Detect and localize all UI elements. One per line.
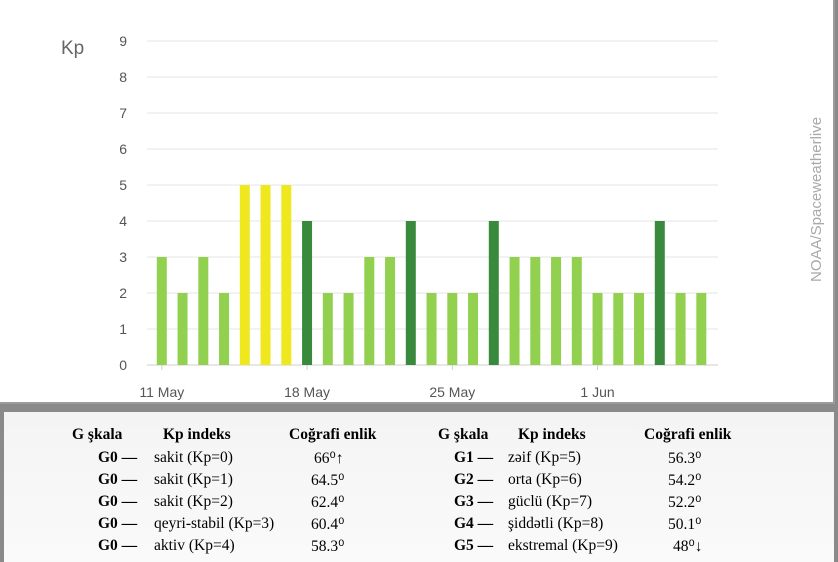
bar: [219, 293, 230, 365]
y-tick-label: 8: [119, 69, 127, 85]
table-row-g: G5 —: [454, 537, 494, 554]
bar: [156, 257, 167, 365]
table-row-kp: aktiv (Kp=4): [154, 537, 235, 554]
table-row-latitude: 50.1⁰: [668, 516, 702, 533]
bar: [696, 293, 707, 365]
bar: [468, 293, 479, 365]
y-axis-label: Kp: [61, 38, 84, 59]
x-tick-label: 11 May: [139, 384, 184, 400]
table-row-g: G1 —: [454, 449, 494, 466]
y-tick-label: 2: [119, 285, 127, 301]
table-row-kp: sakit (Kp=2): [154, 493, 233, 510]
bar: [571, 257, 582, 365]
table-row-latitude: 60.4⁰: [311, 516, 345, 533]
table-row-latitude: 56.3⁰: [668, 450, 702, 467]
x-tick-label: 25 May: [429, 384, 475, 400]
x-tick-label: 1 Jun: [580, 384, 614, 400]
table-row-kp: ekstremal (Kp=9): [508, 537, 618, 554]
table-row-g: G4 —: [454, 515, 494, 532]
table-row-g: G3 —: [454, 493, 494, 510]
header-g-scale-right: G şkala: [438, 426, 489, 443]
bar: [592, 293, 603, 365]
table-row-latitude: 64.5⁰: [311, 472, 345, 489]
bar: [198, 257, 209, 365]
table-row-kp: sakit (Kp=0): [154, 449, 233, 466]
header-g-scale-left: G şkala: [72, 426, 123, 443]
table-row-latitude: 52.2⁰: [668, 494, 702, 511]
bar: [488, 221, 499, 365]
x-tick-label: 18 May: [284, 384, 330, 400]
table-row-latitude: 48⁰↓: [673, 538, 703, 555]
bar: [385, 257, 396, 365]
bar: [281, 185, 292, 365]
table-row-kp: zəif (Kp=5): [508, 449, 581, 466]
y-tick-label: 6: [119, 141, 127, 157]
table-row-latitude: 62.4⁰: [311, 494, 345, 511]
table-row-g: G0 —: [98, 515, 138, 532]
bar: [551, 257, 562, 365]
y-tick-label: 5: [119, 177, 127, 193]
table-row-g: G0 —: [98, 471, 138, 488]
bar: [613, 293, 624, 365]
header-kp-index-left: Kp indeks: [163, 426, 231, 443]
header-latitude-left: Coğrafi enlik: [289, 426, 377, 443]
table-row-latitude: 54.2⁰: [668, 472, 702, 489]
table-row-g: G0 —: [98, 449, 138, 466]
bar: [343, 293, 354, 365]
table-row-kp: sakit (Kp=1): [154, 471, 233, 488]
table-row-kp: şiddətli (Kp=8): [508, 515, 604, 532]
header-kp-index-right: Kp indeks: [518, 426, 586, 443]
header-latitude-right: Coğrafi enlik: [644, 426, 732, 443]
y-tick-label: 7: [119, 105, 127, 121]
y-tick-label: 4: [119, 213, 127, 229]
bar: [675, 293, 686, 365]
table-row-latitude: 66⁰↑: [314, 450, 344, 467]
table-row-g: G0 —: [98, 493, 138, 510]
y-tick-label: 3: [119, 249, 127, 265]
table-row-kp: güclü (Kp=7): [508, 493, 593, 510]
bar: [405, 221, 416, 365]
bar: [530, 257, 541, 365]
bar: [260, 185, 271, 365]
bar: [654, 221, 665, 365]
table-row-g: G0 —: [98, 537, 138, 554]
table-row-kp: orta (Kp=6): [508, 471, 582, 488]
bar: [177, 293, 188, 365]
bar: [239, 185, 250, 365]
y-tick-label: 1: [119, 321, 127, 337]
credit-label: NOAA/Spaceweatherlive: [808, 116, 825, 282]
bar: [322, 293, 333, 365]
bar: [634, 293, 645, 365]
kp-chart-panel: 0 1 2 3 4 5 6 7 8 9 Kp 11 May 18 May 25 May 1 Jun NOAA…: [0, 0, 835, 404]
y-tick-label: 0: [119, 357, 127, 373]
bar: [426, 293, 437, 365]
kp-bar-chart: 0 1 2 3 4 5 6 7 8 9 Kp 11 May 18 May 25 May 1 Jun: [61, 33, 718, 400]
bar: [364, 257, 375, 365]
table-row-latitude: 58.3⁰: [311, 538, 345, 555]
table-row-g: G2 —: [454, 471, 494, 488]
bar: [302, 221, 313, 365]
g-scale-table: G şkala Kp indeks Coğrafi enlik G şkala …: [4, 412, 834, 562]
y-tick-label: 9: [119, 33, 127, 49]
bar: [509, 257, 520, 365]
bar: [447, 293, 458, 365]
table-row-kp: qeyri-stabil (Kp=3): [154, 515, 275, 532]
